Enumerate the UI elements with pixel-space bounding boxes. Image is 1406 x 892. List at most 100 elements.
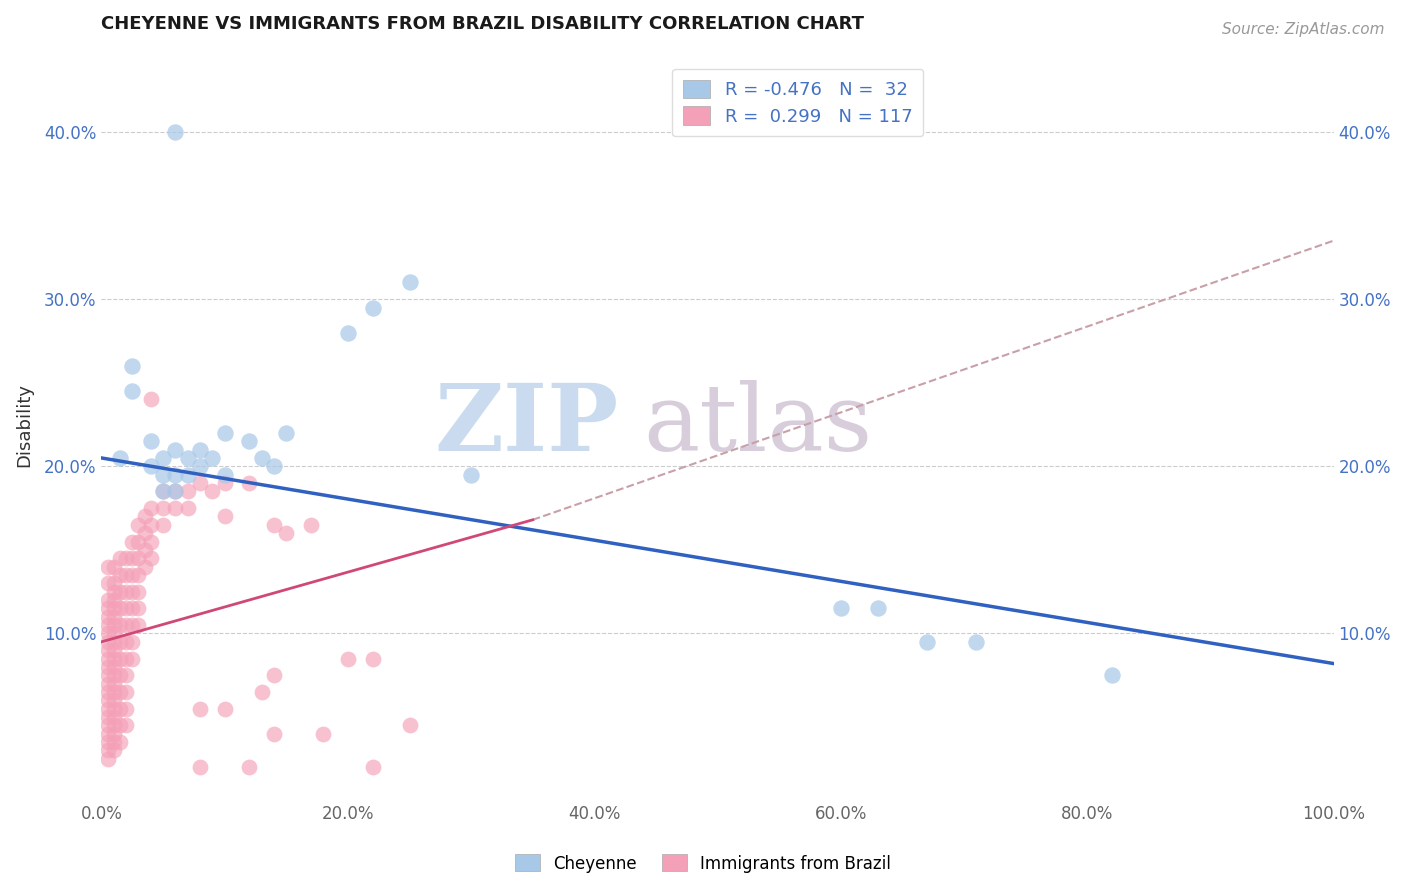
Point <box>108 618 131 632</box>
Point <box>103 618 125 632</box>
Point <box>121 384 143 398</box>
Point <box>115 651 138 665</box>
Point <box>165 501 187 516</box>
Point <box>108 718 131 732</box>
Point <box>121 359 143 373</box>
Point <box>361 301 384 315</box>
Point <box>214 425 236 440</box>
Point <box>103 668 125 682</box>
Point <box>103 693 125 707</box>
Point <box>97 743 120 757</box>
Point <box>127 568 149 582</box>
Point <box>152 501 174 516</box>
Point <box>97 727 120 741</box>
Point <box>276 526 298 541</box>
Point <box>263 727 285 741</box>
Point <box>108 450 131 465</box>
Point <box>103 576 125 591</box>
Text: CHEYENNE VS IMMIGRANTS FROM BRAZIL DISABILITY CORRELATION CHART: CHEYENNE VS IMMIGRANTS FROM BRAZIL DISAB… <box>101 15 865 33</box>
Legend: Cheyenne, Immigrants from Brazil: Cheyenne, Immigrants from Brazil <box>508 847 898 880</box>
Point <box>139 517 162 532</box>
Point <box>103 635 125 649</box>
Point <box>97 626 120 640</box>
Point <box>188 442 211 457</box>
Point <box>134 542 156 557</box>
Point <box>121 568 143 582</box>
Point <box>263 459 285 474</box>
Point <box>103 660 125 674</box>
Point <box>1101 668 1123 682</box>
Point <box>127 517 149 532</box>
Point <box>165 467 187 482</box>
Point <box>103 735 125 749</box>
Legend: R = -0.476   N =  32, R =  0.299   N = 117: R = -0.476 N = 32, R = 0.299 N = 117 <box>672 69 924 136</box>
Point <box>103 584 125 599</box>
Point <box>103 643 125 657</box>
Point <box>188 459 211 474</box>
Point <box>336 326 359 340</box>
Point <box>152 450 174 465</box>
Point <box>97 593 120 607</box>
Point <box>238 760 260 774</box>
Point <box>866 601 889 615</box>
Point <box>108 568 131 582</box>
Point <box>108 668 131 682</box>
Point <box>312 727 335 741</box>
Point <box>115 635 138 649</box>
Point <box>214 701 236 715</box>
Point <box>97 635 120 649</box>
Point <box>103 685 125 699</box>
Point <box>121 601 143 615</box>
Point <box>97 660 120 674</box>
Point <box>139 551 162 566</box>
Point <box>188 701 211 715</box>
Point <box>165 442 187 457</box>
Point <box>115 718 138 732</box>
Point <box>336 651 359 665</box>
Point <box>139 501 162 516</box>
Point <box>115 701 138 715</box>
Point <box>127 618 149 632</box>
Point <box>830 601 852 615</box>
Point <box>127 551 149 566</box>
Point <box>108 635 131 649</box>
Point <box>238 476 260 491</box>
Point <box>121 551 143 566</box>
Point <box>115 685 138 699</box>
Point <box>108 584 131 599</box>
Point <box>97 752 120 766</box>
Point <box>97 559 120 574</box>
Point <box>177 467 200 482</box>
Point <box>115 618 138 632</box>
Point <box>121 618 143 632</box>
Point <box>139 459 162 474</box>
Point <box>127 534 149 549</box>
Point <box>165 125 187 139</box>
Point <box>165 484 187 499</box>
Point <box>361 651 384 665</box>
Point <box>214 476 236 491</box>
Point <box>299 517 322 532</box>
Point <box>152 467 174 482</box>
Point <box>121 635 143 649</box>
Point <box>103 601 125 615</box>
Point <box>103 718 125 732</box>
Point <box>103 651 125 665</box>
Point <box>103 559 125 574</box>
Point <box>915 635 938 649</box>
Point <box>152 484 174 499</box>
Point <box>115 551 138 566</box>
Point <box>115 601 138 615</box>
Point <box>97 735 120 749</box>
Point <box>103 609 125 624</box>
Point <box>134 526 156 541</box>
Point <box>103 676 125 690</box>
Point <box>97 685 120 699</box>
Point <box>103 727 125 741</box>
Point <box>97 701 120 715</box>
Point <box>108 601 131 615</box>
Point <box>115 584 138 599</box>
Point <box>97 676 120 690</box>
Y-axis label: Disability: Disability <box>15 383 32 467</box>
Point <box>398 276 420 290</box>
